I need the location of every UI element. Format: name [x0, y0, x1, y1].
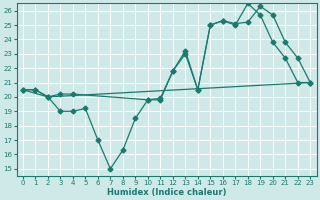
X-axis label: Humidex (Indice chaleur): Humidex (Indice chaleur): [107, 188, 226, 197]
